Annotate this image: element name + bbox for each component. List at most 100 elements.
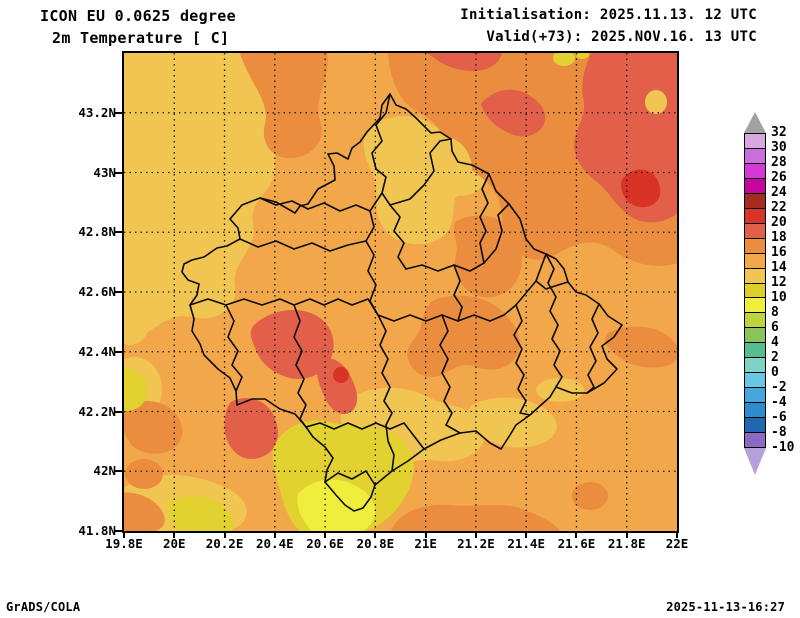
colorbar-segment	[745, 207, 765, 223]
x-axis-label: 20E	[162, 536, 186, 551]
colorbar-tick-label: 18	[771, 230, 787, 245]
band-20-22-cores	[333, 169, 661, 383]
x-axis-tick	[123, 533, 125, 538]
x-axis-label: 19.8E	[105, 536, 143, 551]
colorbar-tick-label: 0	[771, 365, 779, 380]
colorbar-tick-label: 12	[771, 275, 787, 290]
x-axis-tick	[424, 533, 427, 538]
x-axis-label: 21.6E	[557, 536, 596, 551]
colorbar-segment	[745, 282, 765, 298]
colorbar-tick-label: 24	[771, 185, 787, 200]
colorbar-segment	[745, 267, 765, 283]
x-axis-label: 20.6E	[306, 536, 344, 551]
creation-timestamp: 2025-11-13-16:27	[666, 600, 785, 614]
colorbar-tick-label: -4	[771, 395, 787, 410]
colorbar-segment	[745, 432, 765, 448]
colorbar-segment	[745, 147, 765, 163]
colorbar-segment	[745, 177, 765, 193]
colorbar-segment	[745, 357, 765, 373]
map-plot-area	[106, 47, 683, 533]
colorbar-segment	[745, 192, 765, 208]
field-title: 2m Temperature [ C]	[52, 29, 230, 47]
municipal-boundaries	[181, 93, 623, 512]
colorbar-segment	[745, 402, 765, 418]
x-axis-label: 21.2E	[457, 536, 495, 551]
colorbar-segment	[745, 134, 765, 148]
y-axis-tick	[115, 530, 122, 532]
colorbar-tick-label: 2	[771, 350, 779, 365]
colorbar-tick-label: -8	[771, 425, 787, 440]
x-axis-label: 21.8E	[607, 536, 646, 551]
x-axis-label: 20.8E	[356, 536, 395, 551]
x-axis-label: 20.2E	[205, 536, 244, 551]
y-axis-tick	[115, 291, 122, 293]
colorbar-over-arrow	[744, 112, 766, 133]
y-axis-label: 42.6N	[78, 284, 116, 299]
y-axis-label: 43.2N	[78, 104, 116, 120]
x-axis-tick	[474, 533, 477, 538]
x-axis-label: 22E	[665, 536, 689, 551]
x-axis-label: 21E	[414, 536, 437, 551]
grid-lines	[124, 53, 677, 531]
colorbar-under-arrow	[744, 448, 766, 475]
band-8-10-patch	[297, 479, 376, 533]
colorbar-tick-label: -10	[771, 440, 795, 455]
y-axis-tick	[115, 111, 122, 114]
y-axis-tick	[115, 231, 122, 234]
x-axis-tick	[173, 533, 176, 538]
x-axis-tick	[374, 533, 377, 538]
grads-credit: GrADS/COLA	[6, 600, 81, 614]
kosovo-outer-boundary	[181, 93, 623, 512]
colorbar-tick-label: 10	[771, 290, 787, 305]
colorbar-segment	[745, 327, 765, 343]
colorbar-segment	[745, 297, 765, 313]
colorbar-segment	[745, 222, 765, 238]
valid-time-label: Valid(+73): 2025.NOV.16. 13 UTC	[486, 29, 757, 45]
colorbar-tick-label: 28	[771, 155, 787, 170]
colorbar-segment	[745, 312, 765, 328]
x-axis-tick	[575, 533, 578, 538]
y-axis-tick	[115, 350, 122, 353]
colorbar-tick-label: 32	[771, 125, 787, 140]
x-axis-label: 21.4E	[507, 536, 545, 551]
colorbar-segment	[745, 372, 765, 388]
colorbar-segment	[745, 252, 765, 268]
colorbar-segment	[745, 237, 765, 253]
x-axis-tick	[676, 533, 678, 538]
x-axis-tick	[525, 533, 528, 538]
colorbar	[744, 133, 766, 448]
colorbar-tick-label: 6	[771, 320, 779, 335]
colorbar-tick-label: 30	[771, 140, 787, 155]
y-axis-label: 42N	[93, 463, 116, 479]
y-axis-label: 41.8N	[78, 523, 116, 538]
y-axis-tick	[115, 410, 122, 413]
y-axis-label: 42.2N	[78, 403, 116, 419]
colorbar-tick-label: -6	[771, 410, 787, 425]
y-axis-label: 43N	[93, 164, 116, 180]
x-axis-tick	[625, 533, 628, 538]
colorbar-tick-label: 14	[771, 260, 787, 275]
x-axis-tick	[273, 533, 276, 538]
colorbar-tick-label: 22	[771, 200, 787, 215]
y-axis-tick	[115, 171, 122, 174]
temperature-contour-map	[106, 47, 683, 533]
model-title: ICON EU 0.0625 degree	[40, 7, 236, 25]
colorbar-tick-label: 20	[771, 215, 787, 230]
x-axis-tick	[223, 533, 226, 538]
colorbar-segment	[745, 342, 765, 358]
init-time-label: Initialisation: 2025.11.13. 12 UTC	[460, 7, 757, 23]
y-axis-tick	[115, 470, 122, 473]
colorbar-segment	[745, 162, 765, 178]
colorbar-tick-label: 16	[771, 245, 787, 260]
colorbar-tick-label: 8	[771, 305, 779, 320]
x-axis-label: 20.4E	[255, 536, 294, 551]
colorbar-tick-label: 4	[771, 335, 779, 350]
colorbar-segment	[745, 417, 765, 433]
y-axis-label: 42.8N	[78, 224, 116, 240]
x-axis-tick	[324, 533, 327, 538]
colorbar-tick-label: -2	[771, 380, 787, 395]
y-axis-label: 42.4N	[78, 343, 116, 359]
colorbar-segment	[745, 387, 765, 403]
colorbar-tick-label: 26	[771, 170, 787, 185]
